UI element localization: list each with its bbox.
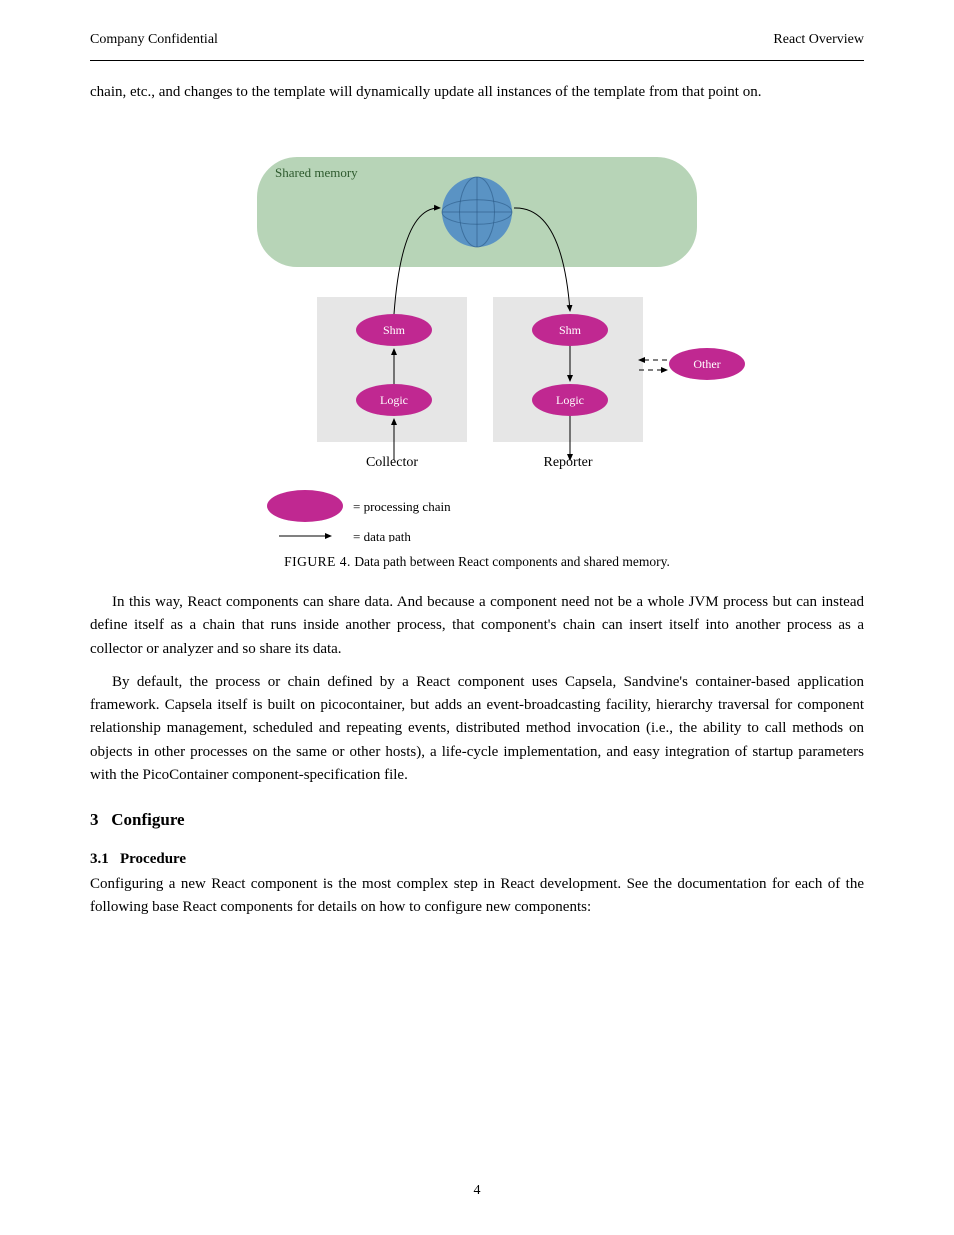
- subsection-number: 3.1: [90, 851, 109, 867]
- svg-text:Collector: Collector: [366, 455, 418, 470]
- page-number: 4: [0, 1183, 954, 1199]
- svg-text:Shm: Shm: [383, 323, 406, 337]
- page-content: chain, etc., and changes to the template…: [0, 61, 954, 919]
- svg-text:Logic: Logic: [380, 393, 408, 407]
- paragraph-3: By default, the process or chain defined…: [90, 671, 864, 787]
- subsection-3-1-body: Configuring a new React component is the…: [90, 873, 864, 920]
- subsection-title-text: Procedure: [120, 851, 186, 867]
- header-left: Company Confidential: [90, 32, 218, 48]
- section-title-text: Configure: [111, 810, 184, 829]
- figure-svg: Shared memory Shm Logic Collector Shm Logic Re…: [197, 132, 757, 542]
- figure-4: Shared memory Shm Logic Collector Shm Logic Re…: [90, 132, 864, 542]
- subsection-3-1-title: 3.1 Procedure: [90, 848, 864, 871]
- section-number: 3: [90, 810, 99, 829]
- section-3-title: 3 Configure: [90, 807, 864, 833]
- svg-text:= processing chain: = processing chain: [353, 499, 451, 514]
- svg-text:Logic: Logic: [556, 393, 584, 407]
- svg-text:Other: Other: [693, 357, 720, 371]
- header-right: React Overview: [773, 32, 864, 48]
- page-header: Company Confidential React Overview: [0, 0, 954, 56]
- svg-text:= data path: = data path: [353, 529, 411, 542]
- svg-text:Shared memory: Shared memory: [275, 165, 358, 180]
- svg-text:Shm: Shm: [559, 323, 582, 337]
- paragraph-2: In this way, React components can share …: [90, 591, 864, 661]
- continuation-paragraph: chain, etc., and changes to the template…: [90, 81, 864, 104]
- figure-caption-text: Data path between React components and s…: [354, 554, 670, 569]
- svg-text:Reporter: Reporter: [544, 455, 593, 470]
- figure-caption-prefix: FIGURE 4.: [284, 554, 351, 569]
- figure-caption: FIGURE 4. Data path between React compon…: [90, 552, 864, 573]
